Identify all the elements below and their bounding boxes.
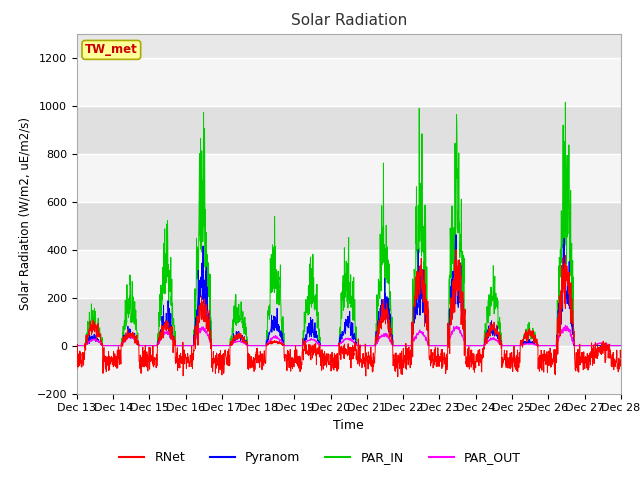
Title: Solar Radiation: Solar Radiation <box>291 13 407 28</box>
Bar <box>77 250 621 298</box>
Bar <box>77 154 621 202</box>
Legend: RNet, Pyranom, PAR_IN, PAR_OUT: RNet, Pyranom, PAR_IN, PAR_OUT <box>115 446 525 469</box>
Y-axis label: Solar Radiation (W/m2, uE/m2/s): Solar Radiation (W/m2, uE/m2/s) <box>18 117 31 310</box>
Text: TW_met: TW_met <box>85 43 138 56</box>
Bar <box>77 298 621 346</box>
Bar <box>77 202 621 250</box>
X-axis label: Time: Time <box>333 419 364 432</box>
Bar <box>77 58 621 106</box>
Bar <box>77 106 621 154</box>
Bar <box>77 346 621 394</box>
